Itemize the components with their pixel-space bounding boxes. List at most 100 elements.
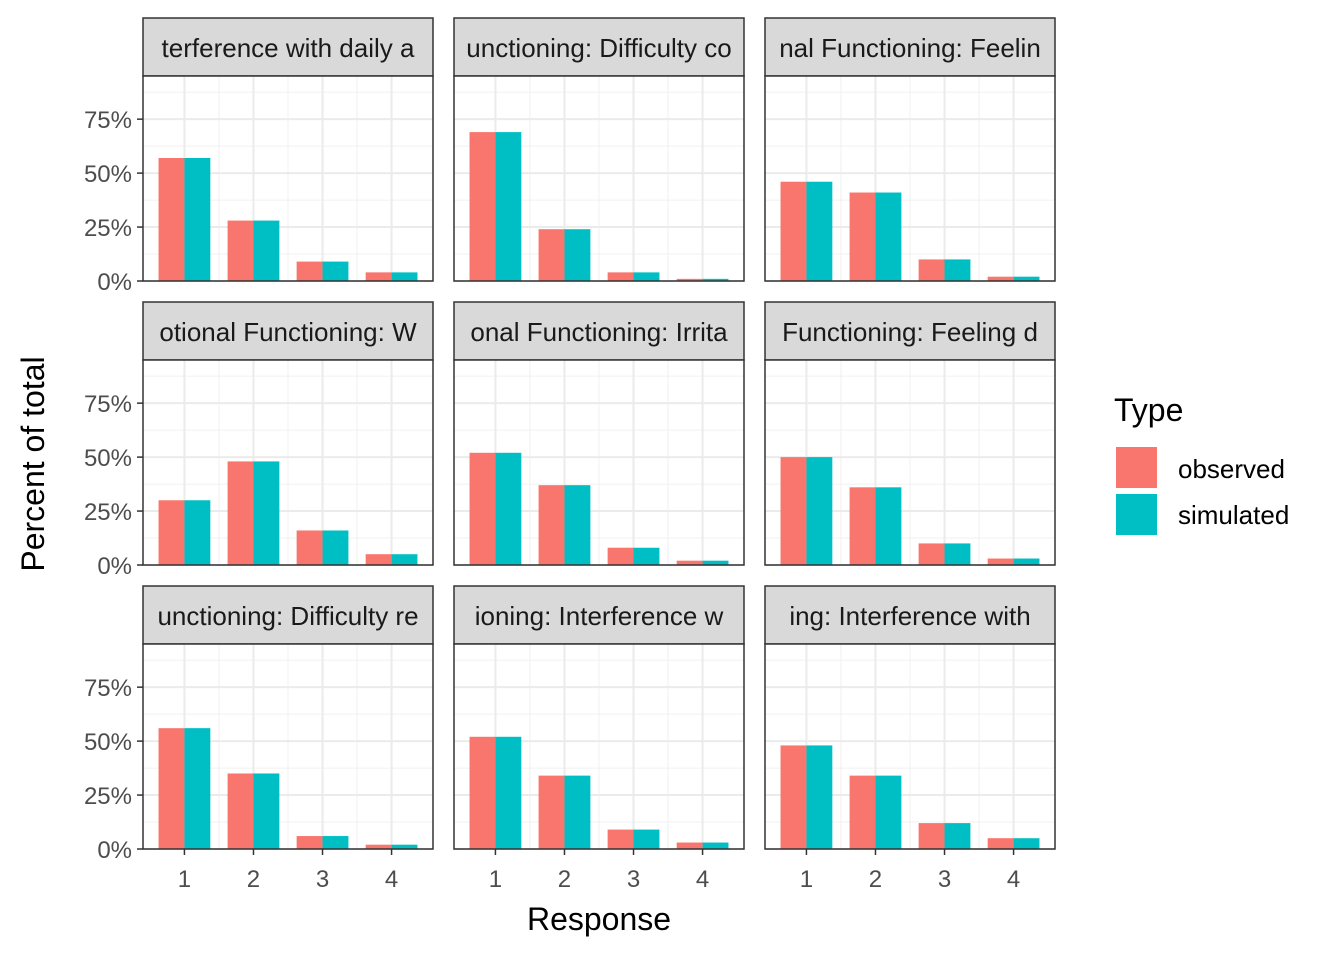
bar-observed-4 [365, 272, 392, 281]
facet-strip-label-5: onal Functioning: Irrita [470, 317, 728, 347]
legend-label-observed: observed [1178, 454, 1285, 484]
bar-simulated-2 [253, 461, 280, 565]
bar-observed-2 [538, 485, 565, 565]
y-tick-label: 75% [84, 391, 132, 418]
facet-strip-5 [453, 301, 745, 361]
facet-panel-2: unctioning: Difficulty co [453, 17, 745, 282]
bar-observed-2 [538, 775, 565, 849]
facet-panel-4: otional Functioning: W 0% 25% 50% 75% [84, 301, 434, 580]
bar-observed-3 [607, 829, 634, 849]
bar-observed-2 [849, 487, 876, 565]
bar-simulated-4 [391, 844, 418, 849]
bar-observed-1 [780, 745, 807, 849]
panel-border [764, 359, 1056, 566]
panel-border [142, 75, 434, 282]
bar-observed-4 [987, 276, 1014, 281]
x-tick-label: 4 [1007, 866, 1020, 893]
bar-simulated-2 [875, 775, 902, 849]
legend-key-observed [1116, 447, 1157, 488]
bar-observed-2 [849, 775, 876, 849]
y-tick-label: 75% [84, 675, 132, 702]
x-tick-label: 2 [869, 866, 882, 893]
bar-observed-3 [607, 272, 634, 281]
x-tick-label: 4 [696, 866, 709, 893]
y-tick-label: 50% [84, 161, 132, 188]
panel-border [453, 359, 745, 566]
panel-border [764, 643, 1056, 850]
bar-observed-3 [918, 823, 945, 849]
facet-panel-8: ioning: Interference w 1 2 3 4 [453, 585, 745, 893]
bar-observed-1 [780, 457, 807, 565]
legend-title: Type [1114, 392, 1183, 428]
facets: terference with daily a 0% 25% 50% 75% unctio… [84, 17, 1056, 893]
bar-observed-3 [918, 543, 945, 565]
legend-label-simulated: simulated [1178, 500, 1289, 530]
facet-strip-1 [142, 17, 434, 77]
bar-observed-3 [918, 259, 945, 281]
bar-simulated-4 [391, 272, 418, 281]
facet-panel-6: Functioning: Feeling d [764, 301, 1056, 566]
x-tick-label: 3 [627, 866, 640, 893]
facet-panel-1: terference with daily a 0% 25% 50% 75% [84, 17, 434, 296]
bar-observed-2 [849, 192, 876, 281]
panel-border [142, 359, 434, 566]
bar-observed-4 [365, 554, 392, 565]
bar-simulated-1 [806, 457, 833, 565]
x-tick-label: 1 [178, 866, 191, 893]
y-tick-label: 25% [84, 783, 132, 810]
bar-observed-2 [538, 229, 565, 281]
bar-observed-1 [780, 181, 807, 281]
x-tick-label: 1 [489, 866, 502, 893]
facet-strip-label-3: nal Functioning: Feelin [779, 33, 1041, 63]
bar-observed-1 [158, 728, 185, 849]
x-tick-label: 3 [938, 866, 951, 893]
facet-strip-label-8: ioning: Interference w [475, 601, 724, 631]
y-tick-label: 0% [97, 837, 132, 864]
facet-strip-label-9: ing: Interference with [789, 601, 1030, 631]
bar-simulated-2 [564, 775, 591, 849]
bar-observed-4 [365, 844, 392, 849]
bar-simulated-1 [495, 132, 522, 281]
bar-simulated-3 [944, 543, 971, 565]
facet-strip-7 [142, 585, 434, 645]
panel-border [453, 75, 745, 282]
facet-strip-label-6: Functioning: Feeling d [782, 317, 1038, 347]
bar-simulated-2 [253, 220, 280, 281]
facet-strip-label-7: unctioning: Difficulty re [157, 601, 418, 631]
legend-key-simulated [1116, 494, 1157, 535]
facet-panel-3: nal Functioning: Feelin [764, 17, 1056, 282]
bar-observed-4 [987, 558, 1014, 565]
y-tick-label: 50% [84, 729, 132, 756]
facet-strip-8 [453, 585, 745, 645]
bar-simulated-4 [702, 560, 729, 565]
bar-simulated-1 [184, 500, 211, 565]
bar-simulated-2 [564, 229, 591, 281]
bar-simulated-2 [875, 487, 902, 565]
bar-simulated-3 [633, 829, 660, 849]
y-tick-label: 25% [84, 215, 132, 242]
bar-simulated-1 [806, 181, 833, 281]
panel-border [764, 75, 1056, 282]
y-tick-label: 50% [84, 445, 132, 472]
facet-panel-7: unctioning: Difficulty re 0% 25% 50% 75% 1 2 3 4 [84, 585, 434, 893]
bar-simulated-2 [564, 485, 591, 565]
bar-simulated-4 [391, 554, 418, 565]
bar-observed-3 [607, 547, 634, 565]
bar-observed-1 [469, 132, 496, 281]
y-tick-label: 75% [84, 107, 132, 134]
bar-simulated-3 [322, 836, 349, 849]
bar-observed-1 [469, 736, 496, 849]
bar-simulated-4 [702, 278, 729, 281]
bar-simulated-3 [633, 272, 660, 281]
bar-observed-1 [158, 500, 185, 565]
bar-simulated-1 [495, 452, 522, 565]
bar-observed-3 [296, 261, 323, 281]
bar-observed-3 [296, 530, 323, 565]
y-tick-label: 0% [97, 269, 132, 296]
bar-observed-2 [227, 461, 254, 565]
legend: Type observed simulated [1114, 392, 1289, 535]
bar-observed-2 [227, 220, 254, 281]
facet-strip-label-1: terference with daily a [162, 33, 415, 63]
